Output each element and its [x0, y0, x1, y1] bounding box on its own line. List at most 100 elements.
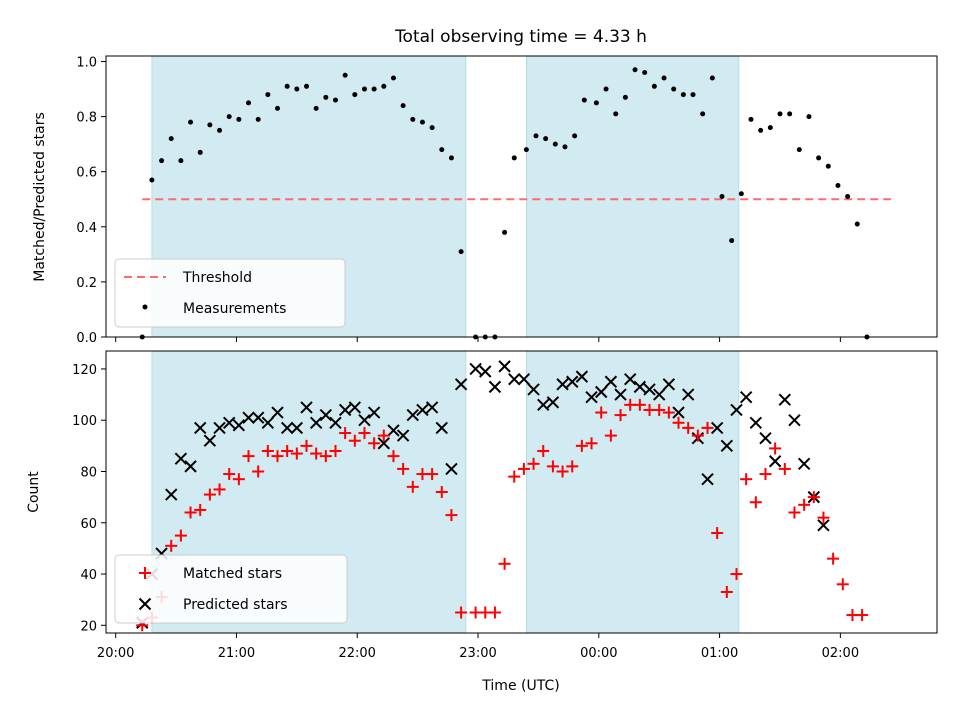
measurement-point	[265, 92, 271, 98]
predicted-star-marker	[290, 421, 304, 435]
predicted-star-marker	[759, 431, 772, 445]
predicted-star-marker	[566, 375, 579, 388]
measurement-point	[381, 83, 387, 89]
measurement-point	[217, 127, 223, 133]
y-tick-label: 20	[80, 619, 97, 634]
measurement-point	[572, 133, 578, 139]
measurement-point	[275, 105, 281, 111]
predicted-star-marker	[527, 383, 540, 396]
measurement-point	[690, 92, 696, 98]
predicted-star-marker	[681, 388, 695, 401]
measurement-point	[197, 149, 203, 155]
predicted-star-marker	[749, 416, 763, 429]
matched-star-marker	[348, 434, 361, 447]
y-tick-label: 80	[80, 465, 97, 480]
y-tick-label: 40	[80, 568, 97, 583]
legend-matched-marker	[139, 567, 151, 579]
measurement-point	[284, 83, 290, 89]
matched-star-marker	[827, 552, 840, 565]
predicted-star-marker	[556, 378, 569, 391]
y-tick-label: 100	[72, 414, 97, 429]
legend-threshold-label: Threshold	[182, 270, 252, 286]
measurement-point	[332, 97, 338, 103]
x-axis-label: Time (UTC)	[481, 678, 559, 694]
predicted-star-marker	[329, 416, 342, 429]
predicted-star-marker	[194, 421, 207, 435]
observing-window-band	[526, 350, 740, 634]
measurement-point	[661, 75, 667, 81]
matched-star-marker	[662, 406, 675, 419]
predicted-star-marker	[165, 488, 178, 501]
predicted-star-marker	[623, 372, 637, 386]
matched-star-marker	[339, 427, 352, 440]
matched-star-marker	[653, 403, 666, 416]
measurement-point	[188, 119, 194, 125]
ratio-legend-box	[114, 258, 346, 328]
count-x-ticks: 20:00 21:00 22:00 23:00 00:00 01:00 02:00	[97, 633, 859, 661]
matched-star-marker	[387, 450, 400, 463]
predicted-star-marker	[232, 419, 246, 432]
predicted-star-marker	[242, 411, 255, 424]
measurement-point	[806, 114, 812, 120]
measurement-point	[458, 249, 464, 255]
matched-star-marker	[397, 462, 410, 475]
matched-star-marker	[232, 473, 245, 486]
measurement-points	[139, 67, 870, 340]
predicted-star-marker	[203, 434, 217, 447]
matched-star-marker	[271, 450, 284, 463]
matched-star-marker	[740, 473, 753, 486]
predicted-star-marker	[797, 457, 811, 471]
measurement-point	[854, 221, 860, 227]
measurement-point	[729, 238, 735, 244]
matched-star-marker	[836, 578, 849, 591]
matched-star-marker	[701, 421, 714, 434]
matched-star-marker	[595, 406, 608, 419]
matched-star-markers	[136, 398, 869, 632]
predicted-star-marker	[546, 396, 560, 409]
predicted-star-marker	[174, 452, 188, 465]
matched-star-marker	[556, 465, 569, 478]
matched-star-marker	[817, 511, 830, 524]
matched-star-marker	[759, 468, 772, 481]
count-legend: Matched stars Predicted stars	[114, 554, 348, 624]
predicted-star-marker	[406, 408, 420, 422]
y-tick-label: 60	[80, 517, 97, 532]
predicted-star-marker	[730, 403, 743, 417]
matched-star-marker	[310, 447, 323, 460]
matched-star-marker	[184, 506, 197, 519]
matched-star-marker	[455, 606, 468, 619]
measurement-point	[777, 111, 783, 117]
predicted-star-marker	[445, 462, 458, 476]
predicted-star-marker	[537, 398, 550, 412]
predicted-star-marker	[387, 424, 400, 437]
x-tick-label: 02:00	[822, 646, 859, 661]
observing-window-band	[526, 55, 740, 338]
measurement-point	[581, 97, 587, 103]
measurement-point	[622, 94, 628, 100]
measurement-point	[304, 83, 310, 89]
predicted-star-marker	[575, 370, 589, 383]
measurement-point	[149, 177, 155, 183]
predicted-star-marker	[367, 406, 381, 419]
x-tick-label: 00:00	[580, 646, 617, 661]
predicted-star-marker	[396, 429, 410, 442]
y-tick-label: 0.8	[76, 111, 97, 126]
count-plot-frame	[105, 350, 938, 634]
legend-matched-label: Matched stars	[183, 566, 282, 582]
measurement-point	[543, 136, 549, 142]
count-legend-box	[114, 554, 348, 624]
measurement-point	[371, 86, 377, 92]
predicted-star-marker	[425, 401, 439, 414]
matched-star-marker	[546, 460, 559, 473]
matched-star-marker	[223, 468, 236, 481]
predicted-star-marker	[435, 421, 448, 435]
predicted-star-marker	[300, 401, 313, 414]
predicted-star-marker	[788, 414, 801, 427]
measurement-point	[168, 136, 174, 142]
predicted-star-marker	[213, 421, 226, 435]
measurement-point	[738, 191, 744, 197]
predicted-star-marker	[768, 455, 782, 468]
predicted-star-marker	[643, 383, 656, 396]
measurement-point	[429, 125, 435, 131]
